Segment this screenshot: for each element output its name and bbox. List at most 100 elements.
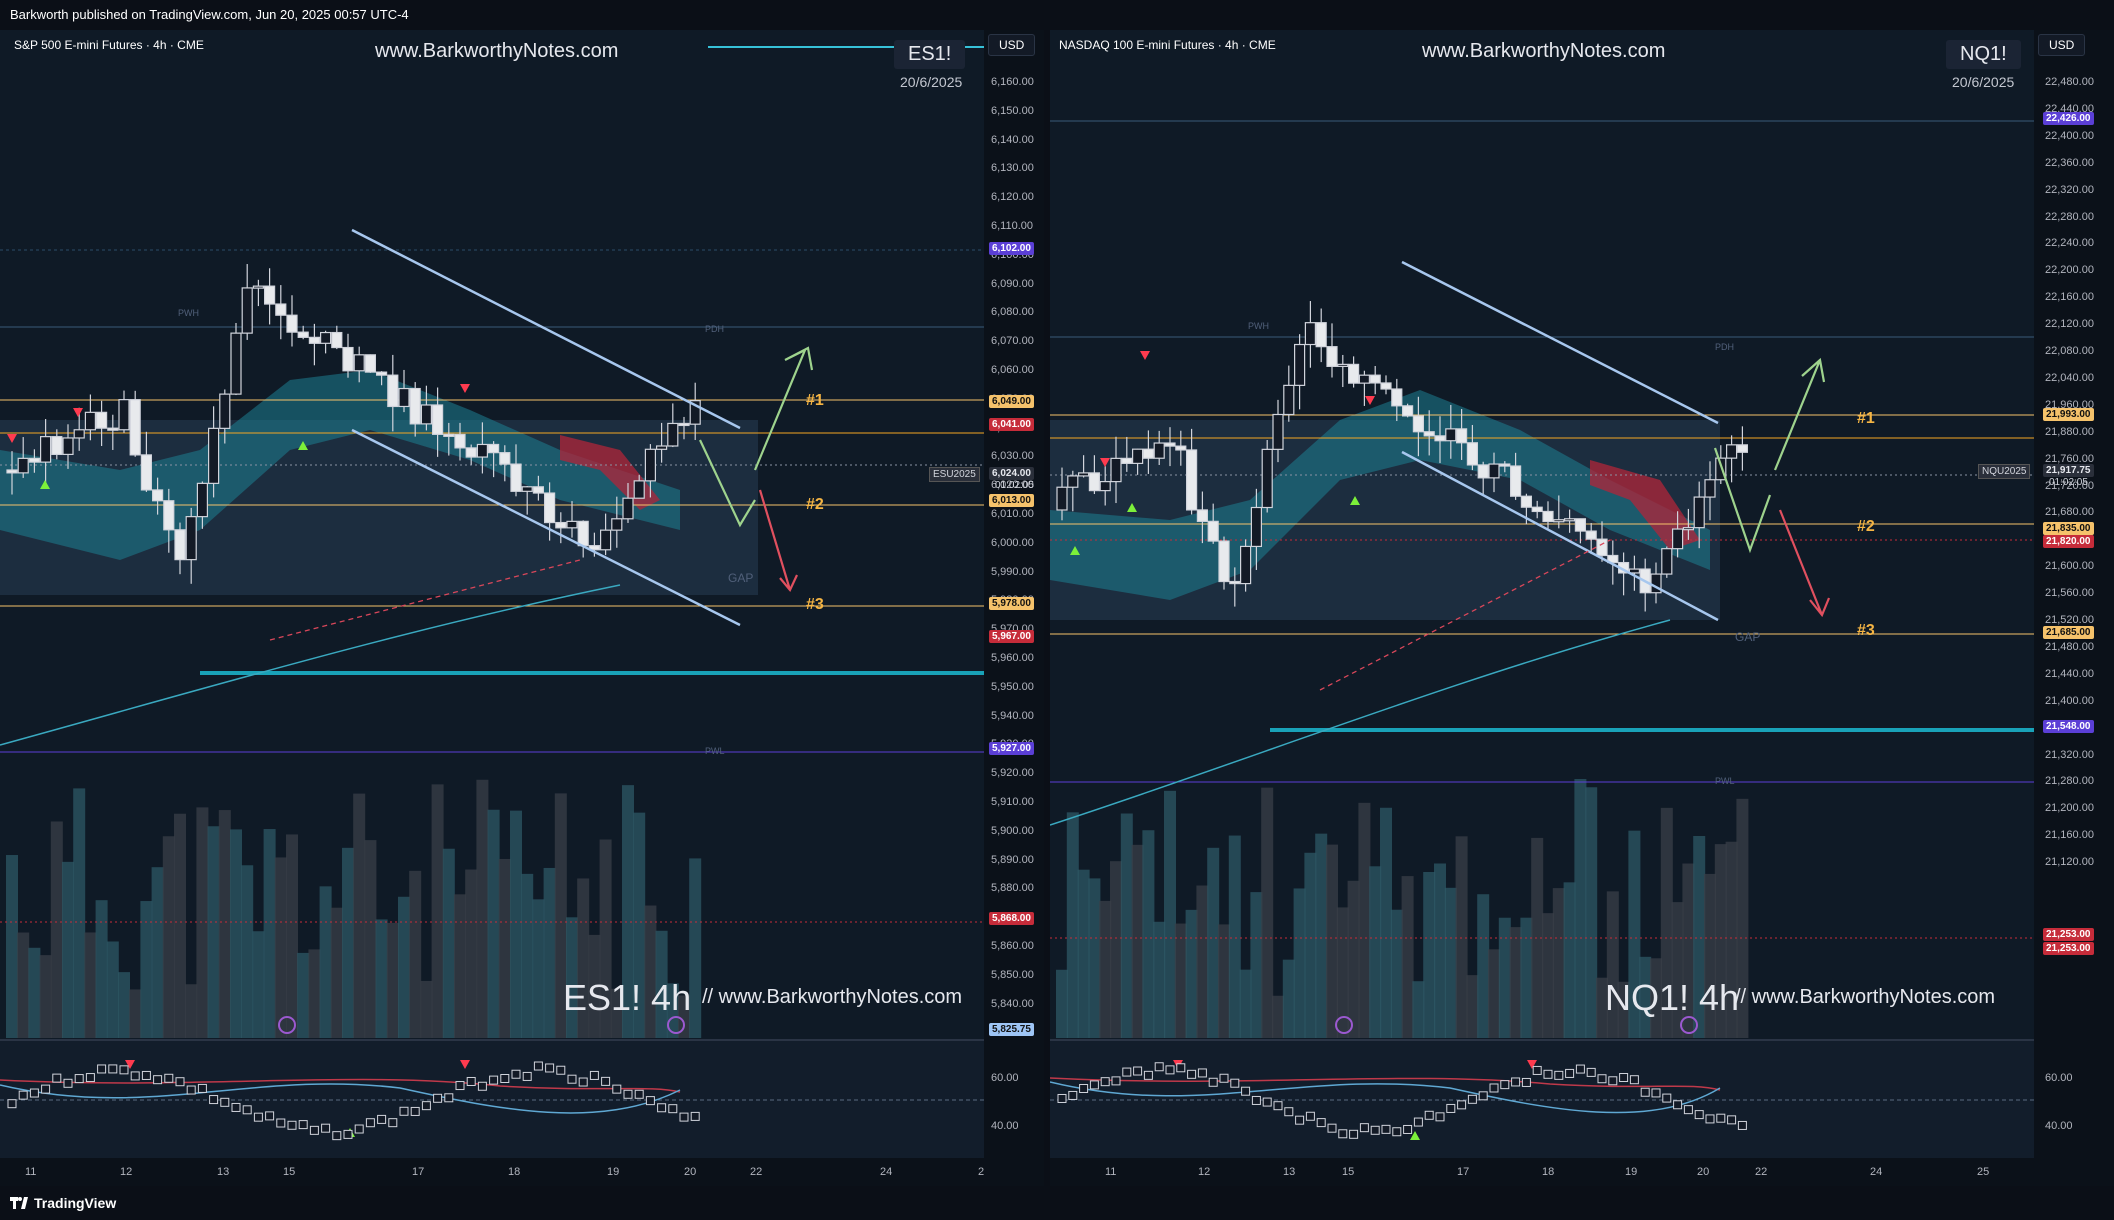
price-tick-label: 21,680.00 xyxy=(2045,506,2094,519)
oscillator-candle xyxy=(309,1125,319,1135)
lightning-icon[interactable] xyxy=(1680,1016,1698,1034)
candle-body xyxy=(1283,384,1295,416)
volume-bar xyxy=(6,855,18,1038)
oscillator-tick-label: 40.00 xyxy=(991,1120,1019,1132)
candle-body xyxy=(1585,530,1597,540)
price-badge: 21,993.00 xyxy=(2043,408,2094,421)
volume-bar xyxy=(1434,863,1446,1038)
currency-button[interactable]: USD xyxy=(2038,34,2086,56)
candle-body xyxy=(1304,322,1316,346)
candle-body xyxy=(387,374,399,408)
symbol-label[interactable]: S&P 500 E-mini Futures · 4h · CME xyxy=(14,38,204,52)
price-tick-label: 6,030.00 xyxy=(991,450,1034,463)
chart-pane-nq[interactable]: NASDAQ 100 E-mini Futures · 4h · CME www… xyxy=(1050,30,2114,1186)
oscillator-candle xyxy=(231,1102,241,1112)
oscillator-candle xyxy=(533,1061,543,1071)
currency-button[interactable]: USD xyxy=(988,34,1036,56)
price-tick-label: 21,520.00 xyxy=(2045,614,2094,626)
candle-body xyxy=(1056,486,1068,511)
oscillator-candle xyxy=(365,1118,375,1128)
level-name-pdh: PDH xyxy=(1715,342,1735,352)
signal-marker xyxy=(1070,546,1080,555)
candle-body xyxy=(1596,538,1608,557)
price-tick-label: 22,320.00 xyxy=(2045,183,2094,196)
symbol-label[interactable]: NASDAQ 100 E-mini Futures · 4h · CME xyxy=(1059,38,1276,52)
oscillator-candle xyxy=(164,1073,174,1083)
volume-bar xyxy=(386,922,399,1038)
candle-body xyxy=(1520,495,1532,508)
volume-bar xyxy=(1174,923,1187,1038)
candle-body xyxy=(129,399,141,456)
oscillator-candle xyxy=(287,1120,297,1130)
oscillator-tick-label: 60.00 xyxy=(991,1072,1019,1084)
candle-body xyxy=(1153,442,1165,459)
oscillator-candle xyxy=(455,1081,465,1091)
chart-pane-es[interactable]: S&P 500 E-mini Futures · 4h · CME www.Ba… xyxy=(0,30,1050,1186)
candle-body xyxy=(1099,481,1111,492)
candle-body xyxy=(107,427,119,431)
volume-bar xyxy=(1444,887,1457,1038)
oscillator-candle xyxy=(477,1081,487,1091)
oscillator-candle xyxy=(242,1105,252,1115)
price-tick-label: 6,090.00 xyxy=(991,277,1034,290)
volume-bar xyxy=(420,980,433,1038)
time-tick-label: 15 xyxy=(283,1166,296,1178)
candle-body xyxy=(308,336,320,344)
volume-bar xyxy=(1261,787,1274,1038)
publish-info: Barkworth published on TradingView.com, … xyxy=(10,7,409,22)
candle-body xyxy=(420,404,432,425)
volume-bar xyxy=(1207,847,1220,1038)
oscillator-candle xyxy=(321,1123,331,1133)
oscillator-tick-label: 40.00 xyxy=(2045,1120,2073,1132)
candle-body xyxy=(667,422,679,447)
price-tick-label: 5,920.00 xyxy=(991,767,1034,780)
watermark-ticker: NQ1! 4h xyxy=(1605,977,1740,1018)
volume-bar xyxy=(1574,779,1587,1038)
oscillator-candle xyxy=(1673,1100,1683,1110)
volume-bar xyxy=(1509,927,1522,1038)
price-badge: 21,253.00 xyxy=(2043,942,2094,955)
tradingview-brand[interactable]: TradingView xyxy=(10,1195,116,1211)
price-badge: 21,835.00 xyxy=(2043,522,2094,535)
time-tick-label: 2 xyxy=(978,1166,985,1178)
oscillator-candle xyxy=(97,1064,107,1074)
price-tick-label: 21,880.00 xyxy=(2045,425,2094,438)
volume-bar xyxy=(274,857,287,1038)
candle-body xyxy=(28,457,40,463)
nq-chart-plot[interactable] xyxy=(1050,30,2114,1186)
candle-body xyxy=(1250,506,1262,548)
lightning-icon[interactable] xyxy=(667,1016,685,1034)
replay-icon[interactable] xyxy=(278,1016,296,1034)
price-tick-label: 5,910.00 xyxy=(991,796,1034,808)
price-badge: 5,978.00 xyxy=(989,597,1034,610)
price-tick-label: 6,010.00 xyxy=(991,508,1034,520)
channel-line xyxy=(1401,260,1719,425)
level-label-1: #1 xyxy=(1857,410,1875,427)
es-chart-plot[interactable] xyxy=(0,30,1044,1186)
oscillator-candle xyxy=(1446,1103,1456,1113)
oscillator-signal-line xyxy=(0,1078,681,1093)
oscillator-candle xyxy=(1662,1093,1672,1103)
oscillator-candle xyxy=(1543,1069,1553,1079)
oscillator-candle xyxy=(220,1097,230,1107)
level-name-pwl: PWL xyxy=(705,746,725,756)
oscillator-candle xyxy=(1489,1083,1499,1093)
channel-line xyxy=(351,228,741,430)
volume-bar xyxy=(1272,995,1284,1038)
volume-bar xyxy=(487,809,500,1038)
oscillator-line xyxy=(0,1083,681,1114)
time-tick-label: 22 xyxy=(750,1166,763,1178)
volume-bar xyxy=(1250,892,1263,1038)
replay-icon[interactable] xyxy=(1335,1016,1353,1034)
candle-body xyxy=(140,454,152,491)
volume-bar xyxy=(151,867,164,1038)
time-tick-label: 11 xyxy=(25,1166,37,1178)
price-badge: 5,825.75 xyxy=(989,1023,1034,1036)
candle-body xyxy=(196,482,208,518)
ema-cloud-red xyxy=(1590,460,1700,550)
price-tick-label: 21,960.00 xyxy=(2045,398,2094,411)
candle-body xyxy=(1693,496,1705,529)
price-tick-label: 6,120.00 xyxy=(991,191,1034,204)
volume-bar xyxy=(1617,981,1630,1038)
oscillator-candle xyxy=(601,1076,611,1086)
